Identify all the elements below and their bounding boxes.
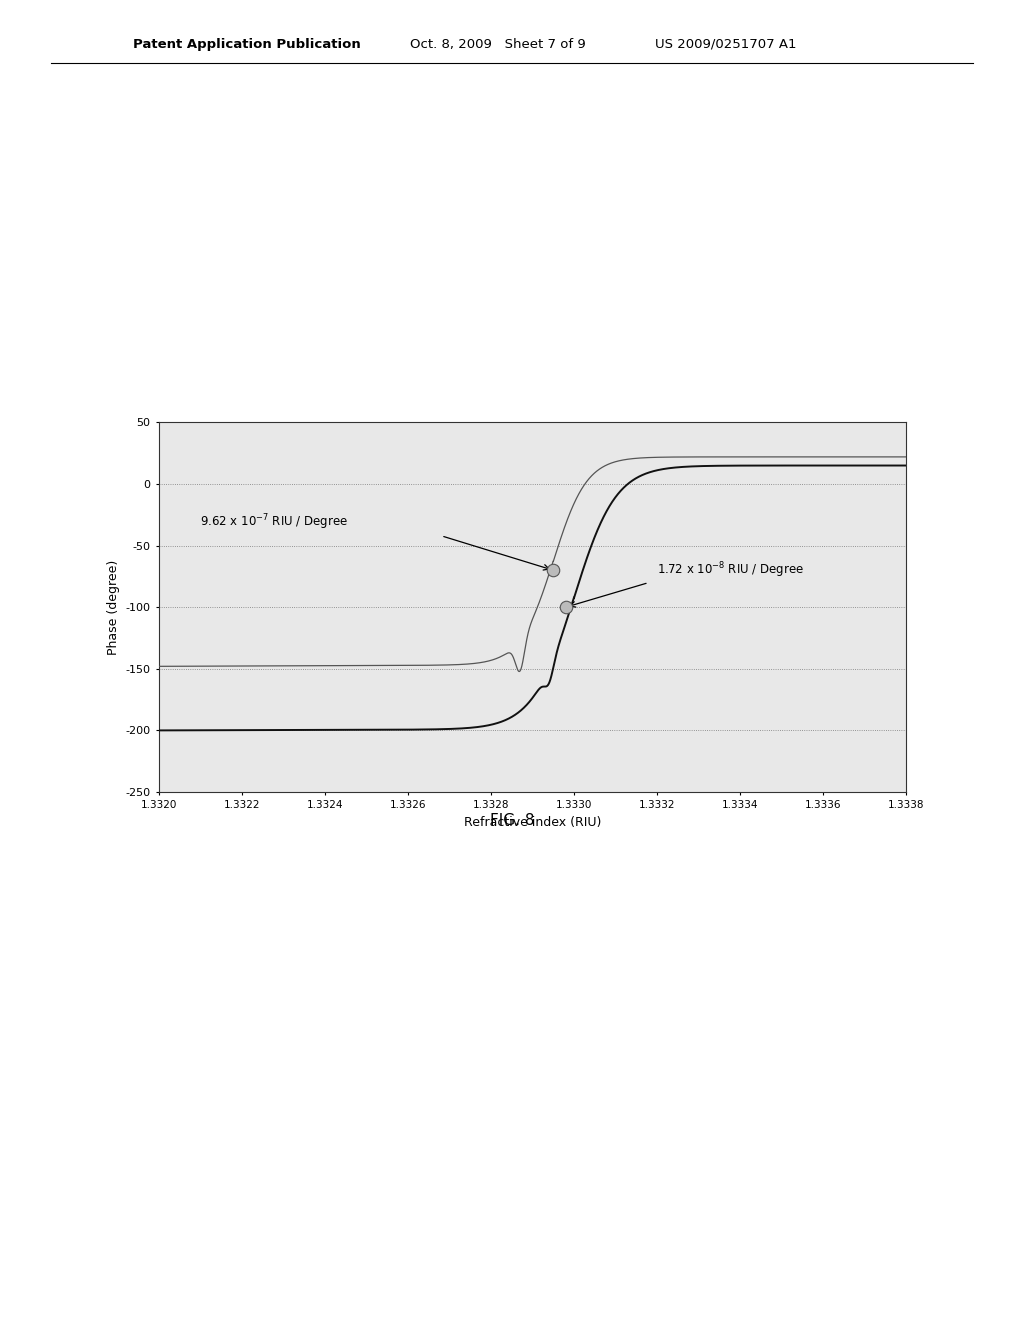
Text: US 2009/0251707 A1: US 2009/0251707 A1: [655, 37, 797, 50]
Y-axis label: Phase (degree): Phase (degree): [106, 560, 120, 655]
Text: Oct. 8, 2009   Sheet 7 of 9: Oct. 8, 2009 Sheet 7 of 9: [410, 37, 586, 50]
Text: 1.72 x 10$^{-8}$ RIU / Degree: 1.72 x 10$^{-8}$ RIU / Degree: [657, 560, 804, 579]
Text: 9.62 x 10$^{-7}$ RIU / Degree: 9.62 x 10$^{-7}$ RIU / Degree: [201, 512, 348, 532]
Text: FIG. 8: FIG. 8: [489, 813, 535, 828]
Text: Patent Application Publication: Patent Application Publication: [133, 37, 360, 50]
X-axis label: Refractive index (RIU): Refractive index (RIU): [464, 816, 601, 829]
